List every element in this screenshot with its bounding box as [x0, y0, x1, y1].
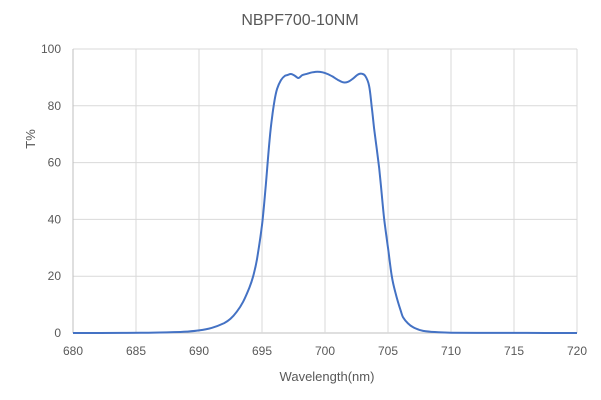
x-axis-ticks: 680 685 690 695 700 705 710 715 720	[63, 344, 587, 358]
transmission-curve	[72, 70, 578, 334]
y-tick-label: 60	[48, 156, 62, 170]
y-tick-label: 40	[48, 212, 62, 226]
x-axis-title: Wavelength(nm)	[280, 369, 375, 384]
chart-title: NBPF700-10NM	[241, 12, 358, 29]
y-tick-label: 20	[48, 269, 62, 283]
y-axis-title: T%	[23, 129, 38, 149]
x-tick-label: 720	[567, 344, 587, 358]
x-tick-label: 710	[441, 344, 461, 358]
x-tick-label: 695	[252, 344, 272, 358]
y-tick-label: 100	[41, 42, 61, 56]
x-tick-label: 700	[315, 344, 335, 358]
y-tick-label: 80	[48, 99, 62, 113]
gridlines	[72, 48, 578, 334]
x-tick-label: 690	[189, 344, 209, 358]
x-tick-label: 705	[378, 344, 398, 358]
y-axis-ticks: 0 20 40 60 80 100	[41, 42, 61, 340]
x-tick-label: 680	[63, 344, 83, 358]
y-tick-label: 0	[54, 326, 61, 340]
x-tick-label: 715	[504, 344, 524, 358]
x-tick-label: 685	[126, 344, 146, 358]
